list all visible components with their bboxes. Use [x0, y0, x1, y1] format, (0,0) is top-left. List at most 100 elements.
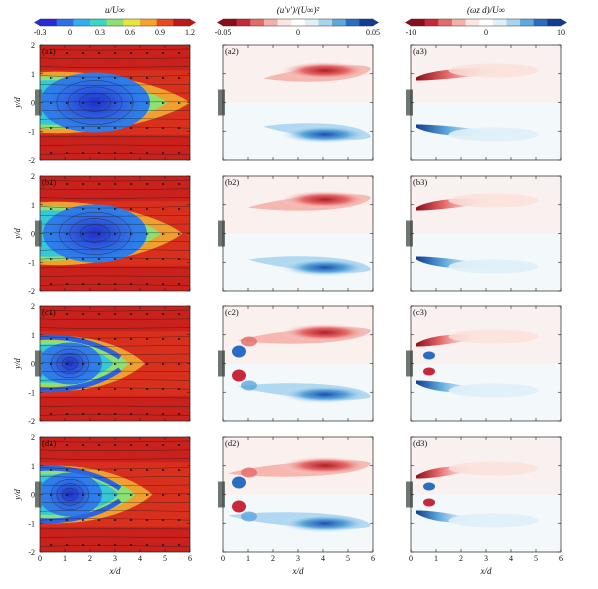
streamline: [40, 397, 190, 399]
vector-arrow: [114, 233, 117, 235]
y-tick-label: -1: [28, 127, 35, 136]
vector-arrow: [162, 313, 165, 315]
vector-arrows: [50, 52, 181, 154]
streamline: [40, 536, 190, 539]
reynolds-stress-top-core: [280, 61, 370, 80]
vector-arrow: [130, 283, 133, 285]
vector-arrow: [98, 258, 101, 260]
y-tick-label: 2: [31, 302, 35, 311]
vector-arrow: [146, 494, 149, 496]
vector-arrow: [98, 102, 101, 104]
vector-arrow: [178, 183, 181, 185]
vector-arrow: [50, 233, 53, 235]
streamline: [40, 336, 190, 339]
vector-arrow: [114, 77, 117, 79]
streamline: [40, 214, 190, 217]
x-tick-label: 2: [88, 554, 92, 563]
recirculation-core: [53, 208, 137, 259]
panel-a1: (a1) 2 1 0 -1 -2 y/d: [12, 41, 191, 165]
vector-arrow: [114, 152, 117, 154]
vector-arrow: [162, 413, 165, 415]
vector-arrow: [146, 388, 149, 390]
vector-arrow: [130, 388, 133, 390]
panel-d3: (d3) 0 1 2 3 4 5 6: [406, 436, 563, 563]
streamline: [40, 223, 190, 225]
panel-field: [40, 176, 190, 291]
y-tick-label: -1: [28, 258, 35, 267]
streamline: [40, 197, 190, 199]
vector-arrow: [50, 183, 53, 185]
y-tick-label: 0: [31, 360, 35, 369]
panel-b2: (b2): [218, 175, 374, 292]
colorbar-tick-label: 0: [296, 28, 300, 37]
near-vortex-blue: [423, 351, 435, 360]
panel-field: [223, 176, 373, 291]
colorbar-segment: [359, 19, 374, 26]
near-lobe-blue-top: [232, 476, 246, 489]
panel-c1: (c1) 2 1 0 -1 -2 y/d: [12, 302, 191, 426]
colorbar-tick-label: 0: [68, 28, 72, 37]
panel-label: (d2): [225, 438, 239, 448]
streamline: [40, 48, 190, 51]
vector-arrows: [50, 183, 181, 285]
vector-arrow: [146, 413, 149, 415]
panel-field: [223, 45, 373, 160]
vector-arrow: [130, 544, 133, 546]
vector-arrow: [66, 283, 69, 285]
vector-arrow: [50, 258, 53, 260]
colorbar-frame: [39, 18, 191, 27]
colorbar-segment: [332, 19, 347, 26]
streamline: [40, 126, 190, 129]
vector-arrow: [66, 363, 69, 365]
x-tick-label: 6: [371, 554, 375, 563]
colorbar-segment: [479, 19, 494, 26]
panel-c3: (c3): [406, 305, 562, 422]
vector-arrow: [82, 52, 85, 54]
vector-arrow: [50, 313, 53, 315]
streamline: [40, 92, 190, 94]
vector-arrow: [146, 77, 149, 79]
vector-arrow: [66, 544, 69, 546]
vector-arrow: [178, 313, 181, 315]
cylinder-body: [35, 220, 42, 247]
vector-arrow: [82, 338, 85, 340]
colorbar-segment: [424, 19, 439, 26]
vector-arrow: [178, 338, 181, 340]
cylinder-body: [35, 481, 42, 508]
colorbar-segment: [506, 19, 521, 26]
streamline: [40, 475, 190, 478]
colorbar-tick-label: 0.05: [366, 28, 380, 37]
colorbar-segment: [56, 19, 74, 26]
vector-arrow: [98, 469, 101, 471]
x-tick-label: 5: [163, 554, 167, 563]
vector-arrow: [130, 313, 133, 315]
shear-strip-bottom: [40, 498, 122, 524]
near-lobe-red-bottom: [232, 369, 246, 382]
vector-arrow: [66, 102, 69, 104]
x-tick-label: 4: [509, 554, 513, 563]
colorbar-tick-label: 0.6: [125, 28, 135, 37]
vector-arrow: [50, 363, 53, 365]
vector-arrow: [146, 258, 149, 260]
streamline: [40, 144, 190, 147]
vector-arrow: [98, 338, 101, 340]
near-vortex-red: [423, 367, 435, 376]
streamline-loop: [67, 86, 123, 119]
recirculation-core: [48, 346, 92, 381]
vector-arrow: [50, 544, 53, 546]
vector-arrow: [82, 363, 85, 365]
y-tick-label: 2: [31, 41, 35, 50]
vector-arrow: [130, 52, 133, 54]
colorbar-segment: [533, 19, 548, 26]
panel-label: (c3): [413, 307, 427, 317]
vector-arrow: [130, 519, 133, 521]
colorbar-tick-label: 0.9: [155, 28, 165, 37]
panel-a3: (a3): [406, 44, 562, 161]
cylinder-body: [406, 220, 413, 247]
y-tick-label: -1: [28, 519, 35, 528]
y-tick-label: 2: [31, 172, 35, 181]
colorbar-segment: [520, 19, 535, 26]
colorbar-label: u/U∞: [105, 5, 125, 15]
vector-arrow: [66, 127, 69, 129]
